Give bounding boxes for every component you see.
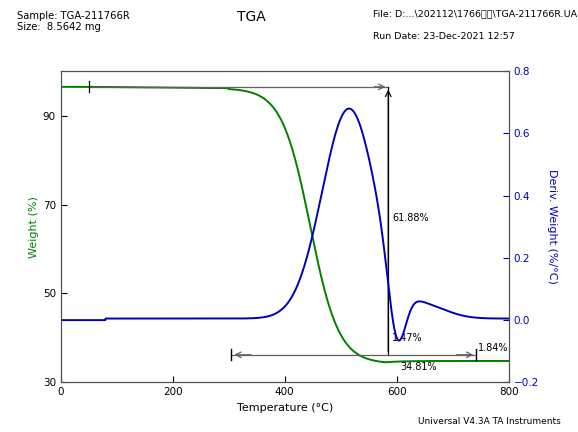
Text: 61.88%: 61.88% [392,213,429,223]
Text: Universal V4.3A TA Instruments: Universal V4.3A TA Instruments [418,416,561,426]
Text: Run Date: 23-Dec-2021 12:57: Run Date: 23-Dec-2021 12:57 [373,32,514,41]
X-axis label: Temperature (°C): Temperature (°C) [236,403,333,413]
Text: Sample: TGA-211766R
Size:  8.5642 mg: Sample: TGA-211766R Size: 8.5642 mg [17,11,130,32]
Y-axis label: Deriv. Weight (%/°C): Deriv. Weight (%/°C) [547,169,557,284]
Text: 34.81%: 34.81% [401,362,437,372]
Text: 1.84%: 1.84% [478,343,508,353]
Text: TGA: TGA [237,10,266,23]
Y-axis label: Weight (%): Weight (%) [28,196,39,258]
Text: 1.47%: 1.47% [392,333,423,343]
Text: File: D:...\202112\1766安贵\TGA-211766R.UA: File: D:...\202112\1766安贵\TGA-211766R.UA [373,10,577,19]
